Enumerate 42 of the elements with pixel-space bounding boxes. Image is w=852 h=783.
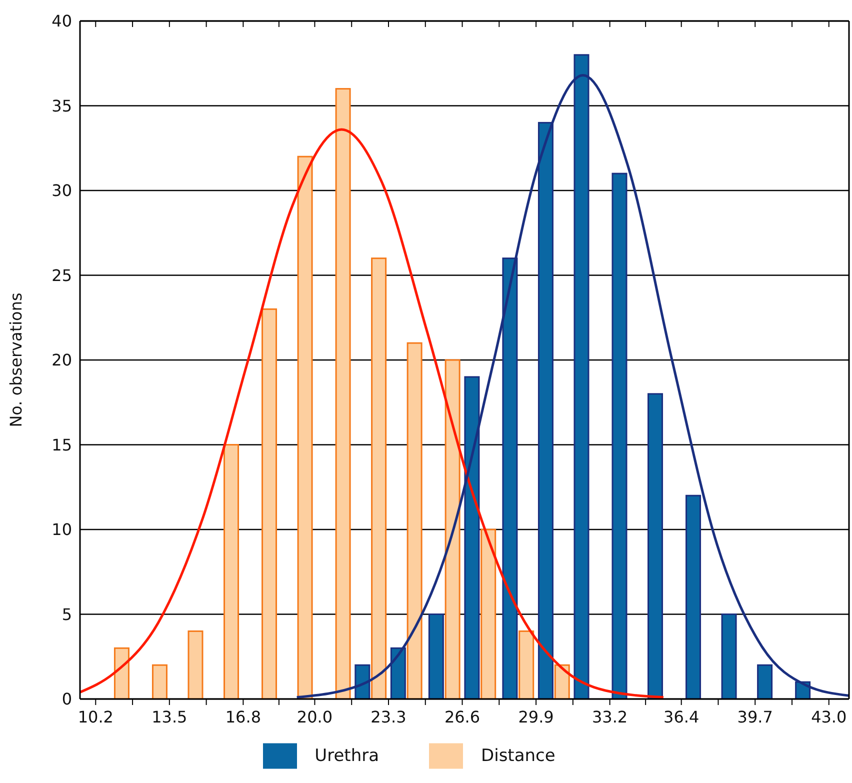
y-tick-label: 0 (62, 690, 72, 709)
y-tick-label: 25 (52, 266, 72, 285)
y-tick-label: 30 (52, 181, 72, 200)
y-tick-label: 35 (52, 96, 72, 116)
bar (480, 528, 496, 699)
x-tick-label: 26.6 (444, 707, 480, 726)
x-tick-label: 39.7 (737, 707, 773, 726)
bar (114, 647, 130, 699)
x-tick-label: 29.9 (518, 707, 554, 726)
bar (428, 614, 444, 699)
bar (518, 630, 534, 699)
x-tick-label: 10.2 (78, 707, 114, 726)
bar (612, 172, 628, 699)
bar (648, 393, 664, 699)
bar (757, 664, 773, 699)
y-tick-label: 20 (52, 350, 72, 370)
bar (297, 156, 313, 699)
bar (406, 342, 422, 699)
y-axis-title: No. observations (6, 292, 26, 428)
bar (188, 630, 204, 699)
bar (444, 359, 460, 699)
bar (371, 258, 387, 699)
bar (262, 308, 278, 699)
bar (554, 664, 570, 699)
bar (224, 444, 240, 699)
x-tick-label: 13.5 (152, 707, 188, 726)
bar (152, 664, 168, 699)
legend-label: Urethra (314, 746, 380, 766)
y-tick-label: 40 (52, 12, 72, 31)
y-tick-label: 15 (52, 435, 72, 454)
x-tick-label: 23.3 (370, 707, 406, 726)
line-series (80, 128, 665, 699)
legend-label: Distance (481, 746, 556, 766)
bar (335, 88, 351, 699)
y-tick-label: 5 (62, 604, 72, 624)
x-tick-label: 43.0 (811, 707, 847, 726)
text: 20.0 (296, 707, 333, 726)
x-tick-label: 16.8 (225, 707, 261, 726)
x-tick-label: 36.4 (664, 707, 700, 726)
bar (721, 614, 737, 699)
y-tick-label: 10 (52, 520, 72, 540)
x-tick-label: 33.2 (592, 707, 628, 726)
